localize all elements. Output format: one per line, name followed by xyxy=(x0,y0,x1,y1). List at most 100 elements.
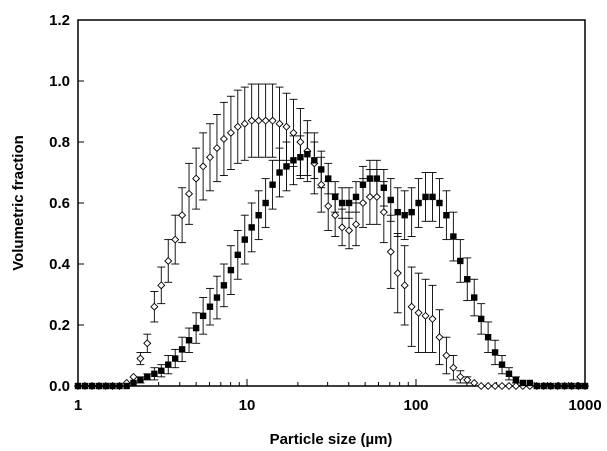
square-point xyxy=(269,181,276,188)
square-point xyxy=(241,236,248,243)
square-point xyxy=(533,382,540,390)
square-point xyxy=(464,276,471,283)
square-point xyxy=(401,212,408,219)
diamond-point xyxy=(324,202,333,211)
y-tick-label: 0.8 xyxy=(49,134,70,151)
diamond-point xyxy=(386,247,395,256)
diamond-point xyxy=(282,122,291,131)
square-point xyxy=(408,208,415,216)
diamond-point xyxy=(414,308,423,317)
diamond-point xyxy=(317,180,326,189)
square-point xyxy=(276,169,283,176)
x-tick-label: 1 xyxy=(74,397,82,414)
diamond-point xyxy=(205,153,215,162)
square-point xyxy=(123,382,130,390)
square-point xyxy=(540,382,547,390)
y-tick-label: 1.2 xyxy=(49,12,70,29)
diamond-point xyxy=(219,134,228,143)
diamond-point xyxy=(240,119,249,128)
square-point xyxy=(178,346,186,353)
square-point xyxy=(88,382,96,390)
plot-frame xyxy=(77,19,586,387)
diamond-point xyxy=(463,375,472,384)
square-point xyxy=(491,349,499,356)
square-point xyxy=(304,151,311,158)
diamond-point xyxy=(261,116,270,125)
square-point xyxy=(283,163,290,170)
square-point xyxy=(192,324,200,332)
square-point xyxy=(457,257,464,265)
square-point xyxy=(331,193,339,201)
data-points xyxy=(73,116,590,391)
square-point xyxy=(554,382,561,390)
square-point xyxy=(471,294,478,301)
square-point xyxy=(234,251,241,259)
square-point xyxy=(172,355,179,362)
square-point xyxy=(220,282,228,289)
square-point xyxy=(387,196,394,204)
square-point xyxy=(311,157,318,164)
diamond-point xyxy=(358,198,368,208)
x-axis-title: Particle size (µm) xyxy=(270,431,393,448)
square-point xyxy=(109,382,116,390)
diamond-point xyxy=(233,122,242,131)
square-point xyxy=(338,199,346,207)
x-tick-label: 100 xyxy=(403,397,428,414)
square-point xyxy=(318,166,325,173)
diamond-point xyxy=(226,128,235,137)
diamond-point xyxy=(428,314,437,323)
square-point xyxy=(137,376,144,384)
square-point xyxy=(81,382,89,390)
diamond-point xyxy=(456,372,465,381)
square-point xyxy=(429,193,436,201)
diamond-point xyxy=(136,354,145,363)
square-point xyxy=(345,199,353,207)
square-point xyxy=(325,175,332,182)
square-point xyxy=(185,337,193,344)
diamond-point xyxy=(379,208,388,217)
diamond-point xyxy=(345,226,354,235)
square-point xyxy=(519,379,527,387)
diamond-point xyxy=(365,192,374,201)
square-point xyxy=(380,184,388,191)
square-point xyxy=(505,370,513,377)
square-point xyxy=(102,382,109,390)
square-point xyxy=(206,303,214,310)
square-point xyxy=(144,373,151,381)
diamond-point xyxy=(171,235,180,244)
square-point xyxy=(415,199,422,207)
square-point xyxy=(373,175,381,182)
y-axis-ticks xyxy=(78,19,84,387)
square-point xyxy=(436,199,443,207)
y-tick-label: 1.0 xyxy=(49,73,70,90)
square-point xyxy=(575,382,582,390)
square-point xyxy=(213,294,221,301)
diamond-point xyxy=(504,381,514,391)
square-point xyxy=(498,361,506,368)
square-point xyxy=(262,199,269,207)
diamond-point xyxy=(435,333,444,342)
square-point xyxy=(165,361,172,368)
x-tick-label: 1000 xyxy=(568,397,601,414)
diamond-point xyxy=(178,211,187,220)
y-tick-label: 0.2 xyxy=(49,317,70,334)
square-point xyxy=(512,376,520,384)
y-tick-label: 0.4 xyxy=(49,256,71,273)
diamond-point xyxy=(477,381,486,391)
y-axis-title: Volumetric fraction xyxy=(10,135,27,271)
diamond-point xyxy=(338,223,347,232)
x-tick-label: 10 xyxy=(239,397,256,414)
square-point xyxy=(484,334,492,341)
diamond-point xyxy=(511,381,520,391)
square-point xyxy=(290,157,297,164)
square-point xyxy=(158,367,165,374)
square-point xyxy=(95,382,103,390)
diamond-point xyxy=(199,162,208,171)
diamond-point xyxy=(254,116,263,125)
diamond-point xyxy=(484,381,493,391)
square-point xyxy=(581,382,589,390)
diamond-point xyxy=(393,269,402,278)
diamond-point xyxy=(442,351,451,360)
square-point xyxy=(561,382,568,390)
square-point xyxy=(547,382,554,390)
